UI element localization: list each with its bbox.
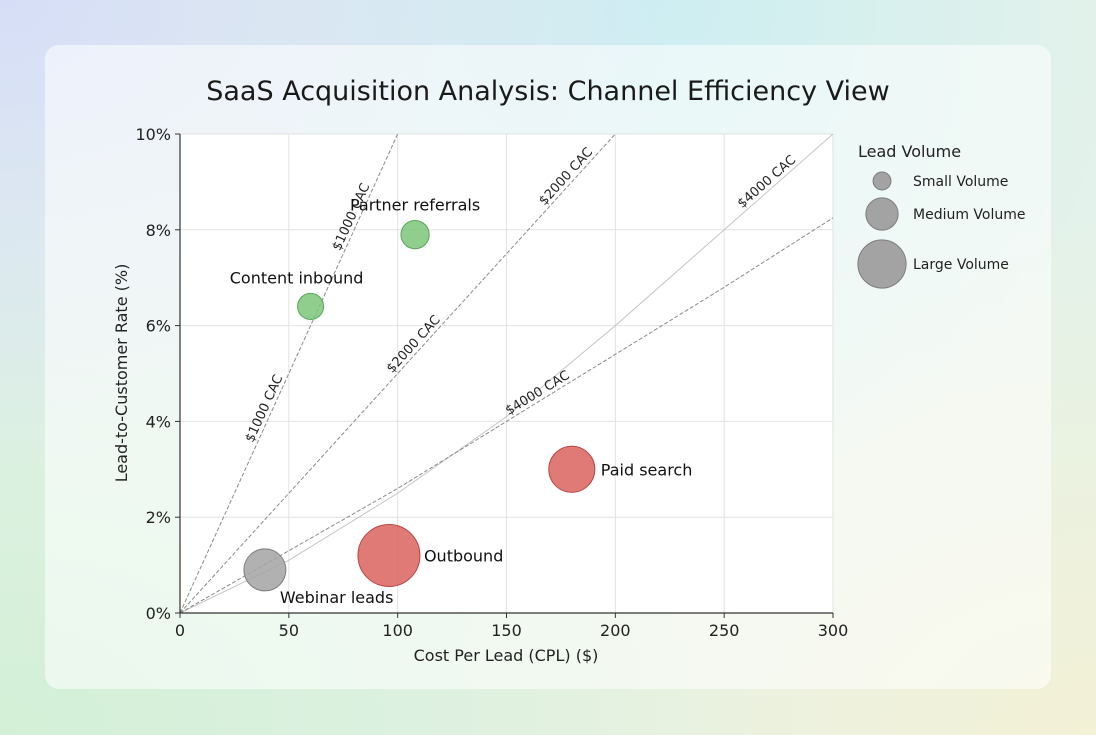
cac-line [180,134,833,613]
y-axis-label: Lead-to-Customer Rate (%) [112,264,131,483]
cac-line [180,134,399,613]
x-tick-label: 300 [818,621,849,640]
y-tick-label: 6% [146,317,171,336]
bubble-label: Paid search [601,460,693,479]
x-tick-label: 150 [491,621,522,640]
x-tick-label: 0 [175,621,185,640]
y-tick-label: 8% [146,221,171,240]
bubble [400,219,430,250]
bubble [297,292,325,320]
x-tick-label: 100 [382,621,413,640]
x-tick-label: 250 [709,621,740,640]
legend-label: Large Volume [913,257,1009,273]
bubble [357,524,421,588]
y-tick-label: 10% [135,125,171,144]
bubble-label: Outbound [424,547,503,566]
cac-line [180,217,833,613]
bubble-label: Content inbound [230,268,364,287]
legend-title: Lead Volume [858,142,961,161]
legend: Lead Volume Small Volume Medium Volume Lar… [857,142,1026,289]
legend-bubble [872,171,892,191]
legend-bubble [865,197,899,231]
x-tick-label: 50 [279,621,299,640]
bubble-label: Webinar leads [280,588,394,607]
legend-label: Medium Volume [913,207,1026,223]
bubble-label: Partner referrals [350,195,480,214]
bubble [548,445,596,493]
x-axis-label: Cost Per Lead (CPL) ($) [414,646,599,665]
y-tick-label: 4% [146,412,171,431]
x-tick-label: 200 [600,621,631,640]
bubble [243,548,287,592]
y-tick-label: 2% [146,508,171,527]
legend-bubble [857,239,907,289]
legend-label: Small Volume [913,174,1008,190]
y-tick-label: 0% [146,604,171,623]
chart-title: SaaS Acquisition Analysis: Channel Effic… [206,76,889,107]
cac-reference-lines [180,134,833,613]
